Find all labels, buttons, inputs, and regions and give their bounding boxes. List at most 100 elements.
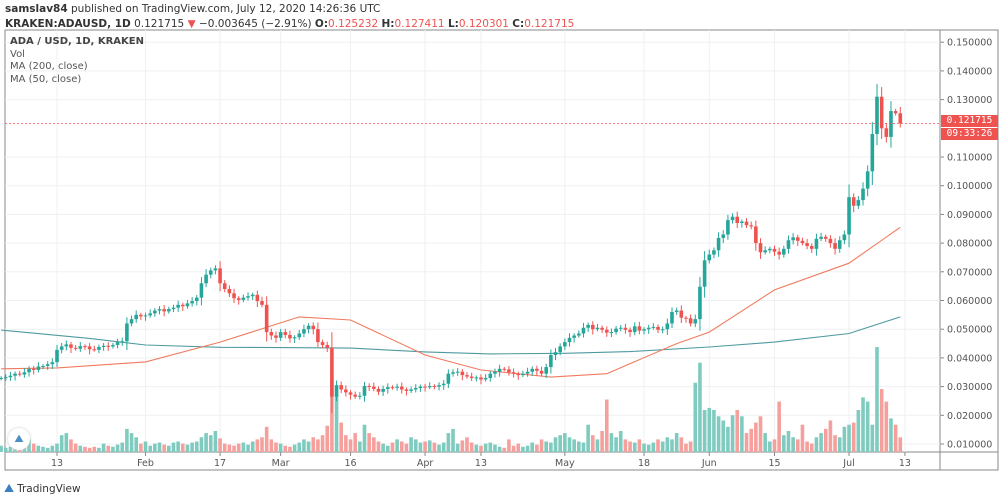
candle-up [497, 368, 502, 372]
candle-down [269, 332, 274, 336]
candle-down [805, 243, 809, 246]
volume-bar [334, 394, 339, 452]
candle-up [455, 371, 460, 373]
publish-info: samslav84 published on TradingView.com, … [5, 3, 380, 15]
volume-bar [218, 438, 222, 452]
time-tick-label: 13 [475, 458, 487, 469]
candle-up [782, 248, 786, 255]
volume-bar [97, 447, 101, 452]
candle-up [558, 346, 562, 353]
price-tick-label: 0.100000 [947, 181, 992, 192]
volume-bar [441, 442, 446, 452]
volume-bar [861, 397, 865, 452]
volume-bar [390, 442, 395, 452]
candle-down [637, 326, 642, 331]
candle-up [134, 314, 139, 320]
volume-bar [348, 439, 353, 452]
candle-down [106, 345, 111, 347]
candle-down [879, 96, 884, 129]
volume-bar [372, 437, 376, 452]
volume-bar [805, 441, 809, 452]
volume-bar [693, 382, 698, 452]
candle-down [735, 216, 740, 224]
volume-bar [250, 441, 255, 452]
candle-up [385, 387, 390, 389]
price-tick-label: 0.090000 [947, 210, 992, 221]
author-name[interactable]: samslav84 [5, 3, 68, 15]
price-tick-label: 0.130000 [947, 95, 992, 106]
candle-up [115, 342, 120, 345]
volume-bar [791, 437, 795, 452]
close-value: 0.121715 [524, 18, 575, 30]
candle-up [819, 236, 823, 239]
volume-bar [115, 444, 120, 452]
volume-bar [623, 439, 628, 452]
volume-bar [800, 424, 805, 452]
published-text: published on TradingView.com, July 12, 2… [71, 3, 381, 15]
volume-bar [628, 441, 632, 452]
legend-item-ma200[interactable]: MA (200, close) [10, 61, 88, 72]
candle-up [716, 237, 721, 251]
candle-down [539, 370, 544, 374]
candle-down [348, 392, 353, 395]
volume-bar [227, 444, 232, 452]
volume-bar [208, 435, 213, 452]
price-tick-label: 0.080000 [947, 239, 992, 250]
candle-up [553, 352, 558, 356]
volume-bar [451, 428, 455, 452]
ma200-line [1, 316, 901, 355]
volume-bar [367, 433, 371, 452]
volume-bar [898, 437, 903, 452]
volume-bar [842, 426, 847, 452]
volume-bar [698, 362, 702, 452]
candle-down [218, 268, 222, 284]
volume-bar [27, 439, 31, 452]
volume-bar [427, 440, 432, 452]
candle-down [404, 389, 409, 391]
price-tick-label: 0.060000 [947, 296, 992, 307]
candle-down [800, 240, 805, 244]
candle-up [693, 319, 698, 324]
down-arrow-icon: ▼ [187, 18, 196, 30]
volume-bar [590, 435, 595, 452]
candle-up [861, 188, 865, 201]
legend-item-vol[interactable]: Vol [10, 48, 25, 60]
legend-item-ma50[interactable]: MA (50, close) [10, 73, 82, 85]
volume-bar [106, 445, 111, 452]
chart-logo-icon: ⛰ [8, 428, 30, 450]
volume-bar [83, 446, 87, 452]
candle-down [274, 335, 278, 338]
candle-up [22, 372, 27, 375]
volume-bar [455, 443, 460, 452]
volume-bar [865, 401, 870, 452]
volume-bar [563, 433, 567, 452]
volume-bar [684, 443, 688, 452]
volume-bar [283, 445, 288, 452]
volume-bar [306, 441, 311, 452]
volume-bar [232, 445, 236, 452]
candle-down [777, 251, 781, 255]
candle-down [330, 347, 334, 397]
volume-bar [288, 446, 292, 452]
volume-bar [376, 441, 381, 452]
volume-bar [768, 441, 772, 452]
volume-bar [609, 433, 614, 452]
tradingview-logo[interactable]: ⛰ TradingView [4, 481, 81, 496]
volume-bar [474, 444, 479, 452]
current-price-label: 0.121715 [941, 115, 998, 127]
volume-bar [8, 446, 13, 452]
volume-bar [320, 435, 325, 452]
candle-up [302, 329, 306, 334]
chart-frame [4, 29, 999, 471]
candle-up [768, 248, 772, 251]
volume-bar [837, 437, 842, 452]
candle-up [670, 311, 674, 324]
candle-up [101, 345, 106, 347]
candle-up [13, 373, 17, 376]
volume-bar [558, 435, 562, 452]
candle-down [795, 237, 800, 241]
volume-bar [0, 445, 3, 452]
volume-bar [190, 442, 194, 452]
volume-bar [507, 439, 511, 452]
